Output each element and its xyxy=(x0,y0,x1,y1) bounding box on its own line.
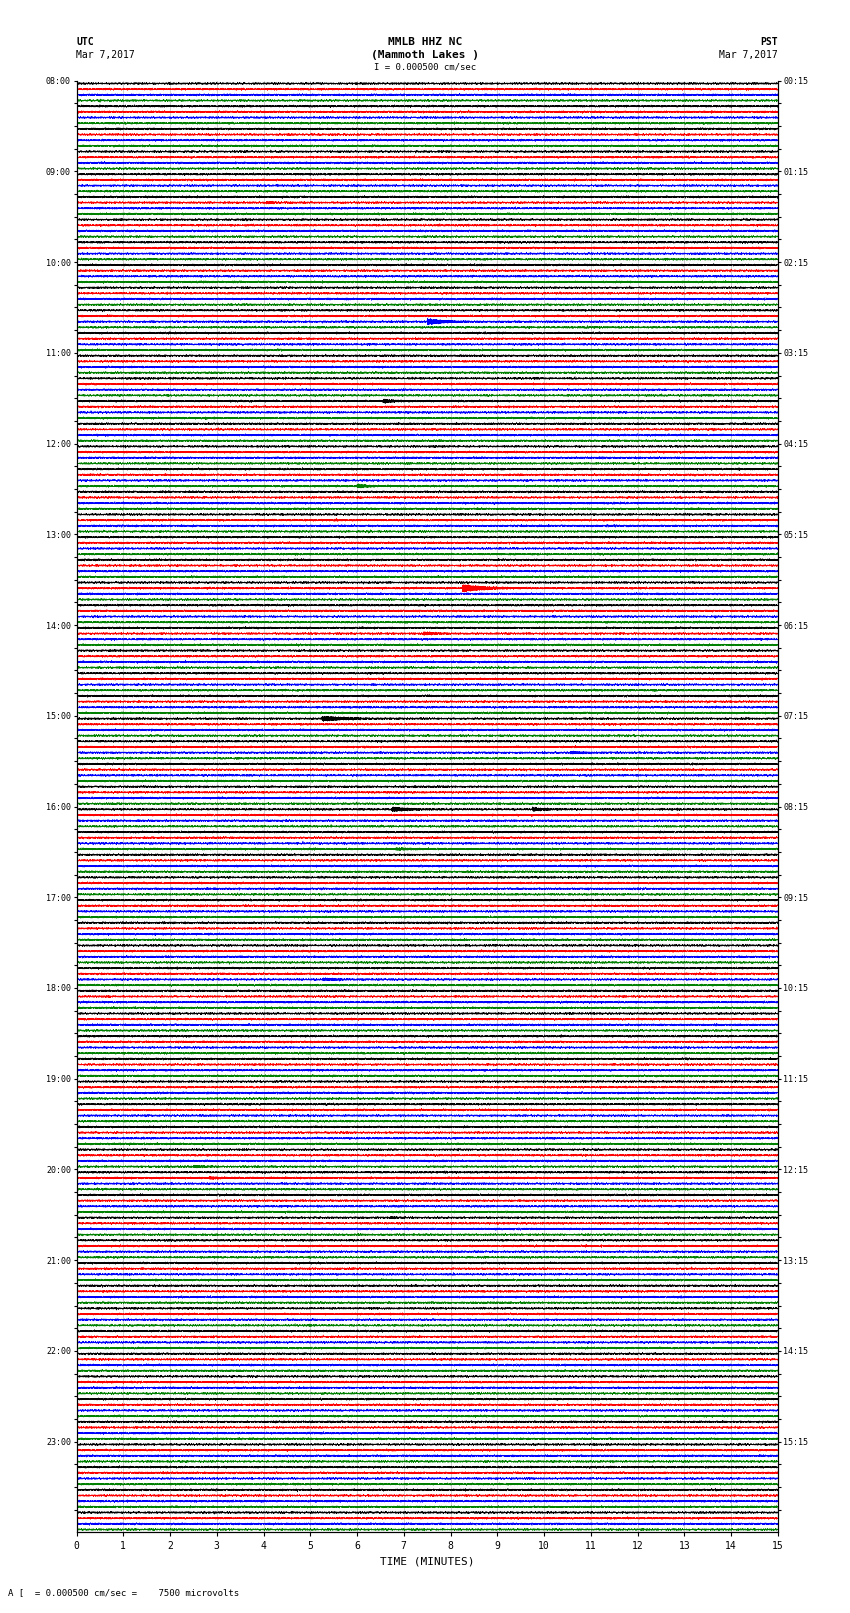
X-axis label: TIME (MINUTES): TIME (MINUTES) xyxy=(380,1557,474,1566)
Text: I = 0.000500 cm/sec: I = 0.000500 cm/sec xyxy=(374,63,476,73)
Text: UTC: UTC xyxy=(76,37,94,47)
Text: Mar 7,2017: Mar 7,2017 xyxy=(76,50,135,60)
Text: MMLB HHZ NC: MMLB HHZ NC xyxy=(388,37,462,47)
Text: A [  = 0.000500 cm/sec =    7500 microvolts: A [ = 0.000500 cm/sec = 7500 microvolts xyxy=(8,1587,240,1597)
Text: PST: PST xyxy=(760,37,778,47)
Text: Mar 7,2017: Mar 7,2017 xyxy=(719,50,778,60)
Text: (Mammoth Lakes ): (Mammoth Lakes ) xyxy=(371,50,479,60)
